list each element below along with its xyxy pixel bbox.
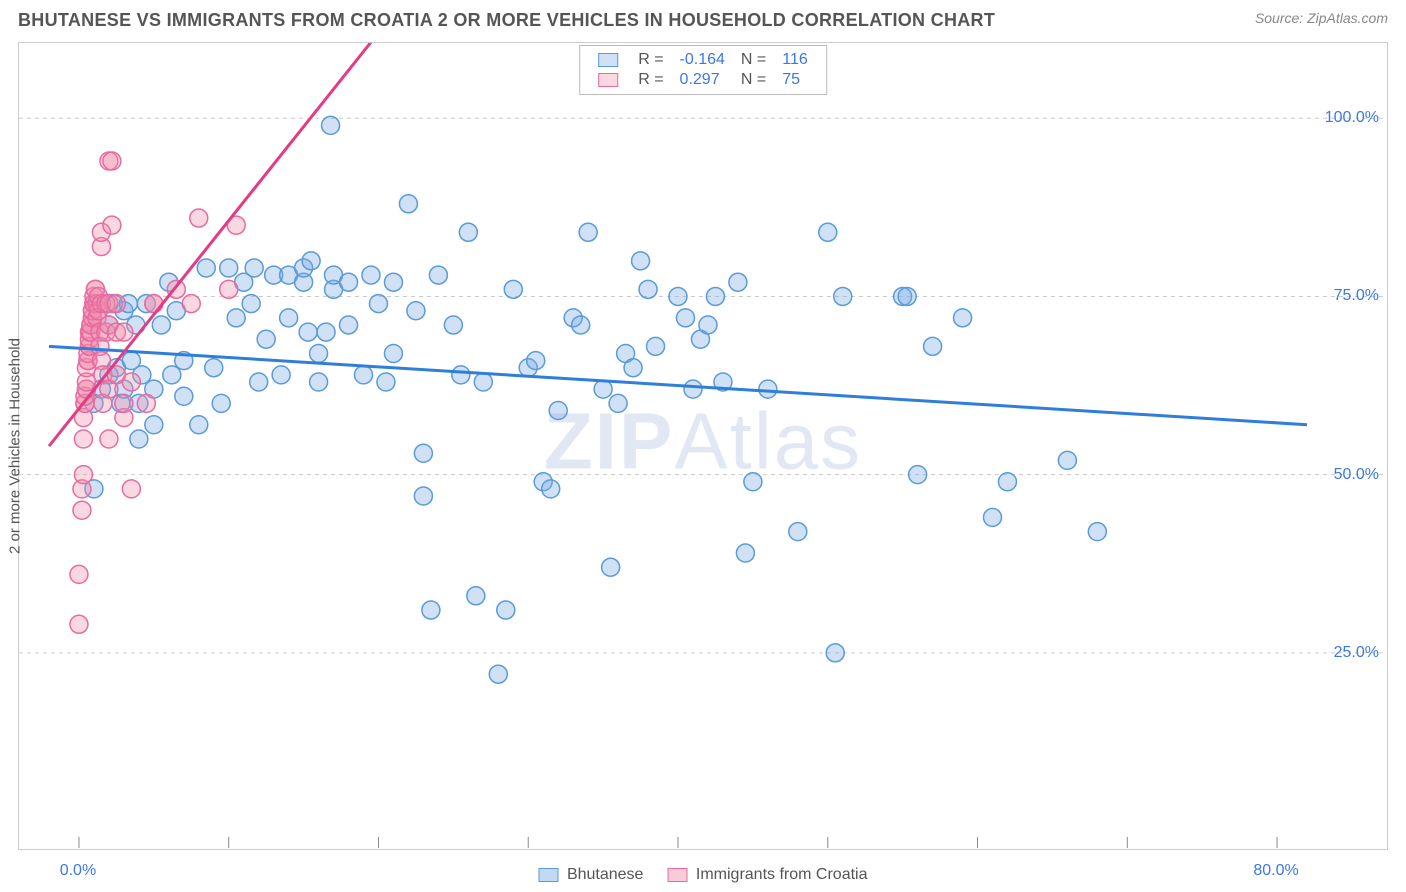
correlation-legend: R =-0.164N =116 R =0.297N =75 bbox=[579, 45, 827, 95]
r-value: -0.164 bbox=[672, 50, 733, 70]
y-tick-label: 25.0% bbox=[1334, 644, 1379, 662]
r-label: R = bbox=[630, 70, 671, 90]
n-value: 116 bbox=[774, 50, 816, 70]
legend-item: Bhutanese bbox=[539, 866, 644, 883]
r-value: 0.297 bbox=[672, 70, 733, 90]
legend-swatch bbox=[667, 868, 687, 882]
series-legend: Bhutanese Immigrants from Croatia bbox=[527, 866, 880, 884]
legend-item: Immigrants from Croatia bbox=[667, 866, 867, 883]
n-label: N = bbox=[733, 70, 774, 90]
legend-swatch bbox=[598, 73, 618, 87]
y-tick-label: 75.0% bbox=[1334, 287, 1379, 305]
x-tick-label: 80.0% bbox=[1253, 862, 1298, 880]
source-attribution: Source: ZipAtlas.com bbox=[1255, 10, 1388, 26]
n-label: N = bbox=[733, 50, 774, 70]
chart-title: BHUTANESE VS IMMIGRANTS FROM CROATIA 2 O… bbox=[18, 10, 995, 31]
x-tick-label: 0.0% bbox=[60, 862, 96, 880]
r-label: R = bbox=[630, 50, 671, 70]
y-tick-label: 100.0% bbox=[1325, 109, 1379, 127]
legend-swatch bbox=[539, 868, 559, 882]
legend-swatch bbox=[598, 53, 618, 67]
n-value: 75 bbox=[774, 70, 816, 90]
scatter-chart-svg bbox=[19, 43, 1387, 849]
y-tick-label: 50.0% bbox=[1334, 466, 1379, 484]
plot-area: 2 or more Vehicles in Household ZIPAtlas… bbox=[18, 42, 1388, 850]
